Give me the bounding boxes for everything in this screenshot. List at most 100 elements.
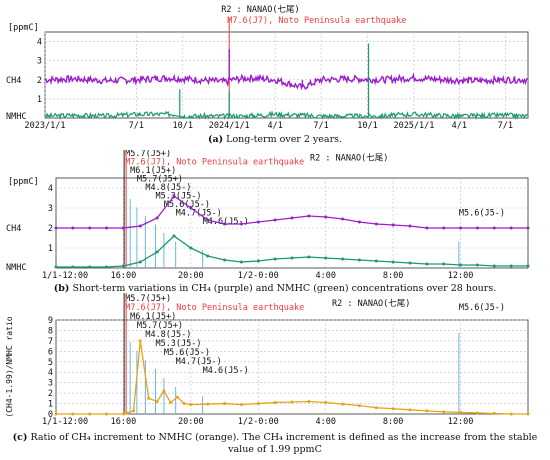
data-point-ch4	[290, 216, 294, 220]
x-tick-label: 1/2-0:00	[238, 417, 279, 427]
x-tick-label: 8:00	[383, 271, 403, 281]
data-point-ratio	[189, 403, 193, 407]
data-point-ch4	[357, 220, 361, 224]
data-point-ratio	[256, 402, 260, 406]
station-label: R2 : NANAO(七尾)	[221, 5, 299, 15]
y-tick-label: 2	[48, 224, 53, 234]
data-point-ratio	[182, 402, 186, 406]
data-point-nmhc	[374, 259, 378, 263]
aftershock-label: M5.6(J5-)	[459, 303, 505, 313]
x-tick-label: 4:00	[315, 271, 335, 281]
data-point-ch4	[138, 224, 142, 228]
data-point-ratio	[459, 410, 463, 414]
series-line-nmhc	[56, 235, 528, 268]
data-point-nmhc	[442, 262, 446, 266]
data-point-nmhc	[189, 246, 193, 250]
data-point-ch4	[425, 226, 429, 230]
data-point-nmhc	[307, 255, 311, 259]
x-tick-label: 1/1-12:00	[42, 271, 88, 281]
plot-frame	[55, 319, 529, 415]
caption-c-text: Ratio of CH₄ increment to NMHC (orange).…	[30, 432, 538, 455]
series-label-nmhc: NMHC	[6, 112, 26, 122]
data-point-ratio	[442, 410, 446, 414]
aftershock-label: M5.3(J5-)	[155, 339, 201, 349]
data-point-ch4	[105, 226, 109, 230]
series-line-ch4	[44, 72, 528, 91]
series-label-ch4: CH4	[6, 224, 21, 234]
y-tick-label: 4	[48, 184, 53, 194]
aftershock-label: M4.7(J5-)	[176, 357, 222, 367]
aftershock-label: M4.6(J5-)	[203, 366, 249, 376]
y-tick-label: 2	[48, 389, 53, 399]
data-point-nmhc	[54, 265, 58, 269]
aftershock-label: M5.7(J5+)	[125, 150, 171, 159]
series-label-ch4: CH4	[6, 76, 21, 86]
data-point-ratio	[509, 412, 513, 416]
data-point-ch4	[492, 226, 496, 230]
data-point-ch4	[526, 226, 530, 230]
data-point-ch4	[408, 224, 412, 228]
aftershock-label: M5.6(J5-)	[164, 348, 210, 358]
data-point-ch4	[374, 222, 378, 226]
station-label: R2 : NANAO(七尾)	[332, 299, 410, 309]
data-point-ratio	[147, 396, 151, 400]
x-tick-label: 16:00	[111, 271, 137, 281]
data-point-ch4	[223, 222, 227, 226]
x-tick-label: 8:00	[383, 417, 403, 427]
data-point-ratio	[71, 412, 75, 416]
y-tick-label: 9	[48, 316, 53, 326]
x-tick-label: 12:00	[448, 271, 474, 281]
x-tick-label: 1/2-0:00	[238, 271, 279, 281]
aftershock-label: M5.7(J5+)	[137, 175, 183, 185]
data-point-ratio	[121, 412, 125, 416]
data-point-ch4	[206, 218, 210, 222]
data-point-ratio	[374, 406, 378, 410]
data-point-nmhc	[239, 260, 243, 264]
x-tick-label: 7/1	[313, 121, 328, 131]
data-point-ch4	[121, 226, 125, 230]
data-point-ch4	[71, 226, 75, 230]
y-tick-label: 0	[48, 410, 53, 420]
y-axis-label: (CH4-1.99)/NMHC ratio	[5, 316, 14, 417]
data-point-ch4	[307, 214, 311, 218]
x-tick-label: 7/1	[498, 121, 513, 131]
data-point-nmhc	[155, 250, 159, 254]
y-tick-label: 1	[37, 95, 42, 105]
x-tick-label: 2023/1/1	[25, 121, 66, 131]
data-point-nmhc	[256, 259, 260, 263]
data-point-ratio	[54, 412, 58, 416]
data-point-ratio	[125, 411, 129, 415]
data-point-ch4	[442, 226, 446, 230]
aftershock-label: M6.1(J5+)	[130, 312, 176, 322]
y-tick-label: 3	[48, 204, 53, 214]
x-tick-label: 2025/1/1	[393, 121, 434, 131]
data-point-ch4	[155, 216, 159, 220]
y-tick-label: 7	[48, 337, 53, 347]
data-point-ch4	[341, 217, 345, 221]
data-point-ch4	[239, 222, 243, 226]
x-tick-label: 2024/1/1	[209, 121, 250, 131]
data-point-ratio	[206, 402, 210, 406]
y-tick-label: 6	[48, 347, 53, 357]
data-point-nmhc	[324, 256, 328, 260]
data-point-nmhc	[391, 260, 395, 264]
series-line-nmhc	[44, 110, 528, 121]
data-point-ratio	[357, 404, 361, 408]
x-tick-label: 20:00	[178, 271, 204, 281]
caption-c-tag: (c)	[12, 432, 28, 443]
aftershock-label: M5.7(J5+)	[137, 321, 183, 331]
aftershock-label: M6.1(J5+)	[130, 166, 176, 176]
y-tick-label: 4	[48, 368, 53, 378]
data-point-ratio	[341, 402, 345, 406]
x-tick-label: 4/1	[452, 121, 467, 131]
data-point-ratio	[132, 409, 136, 413]
data-point-ratio	[223, 402, 227, 406]
data-point-nmhc	[425, 262, 429, 266]
data-point-nmhc	[290, 256, 294, 260]
y-tick-label: 8	[48, 326, 53, 336]
data-point-nmhc	[509, 264, 513, 268]
x-tick-label: 10/1	[173, 121, 193, 131]
aftershock-label: M5.6(J5-)	[459, 209, 505, 219]
caption-b: (b) Short-term variations in CH₄ (purple…	[0, 283, 550, 295]
data-point-nmhc	[357, 258, 361, 262]
